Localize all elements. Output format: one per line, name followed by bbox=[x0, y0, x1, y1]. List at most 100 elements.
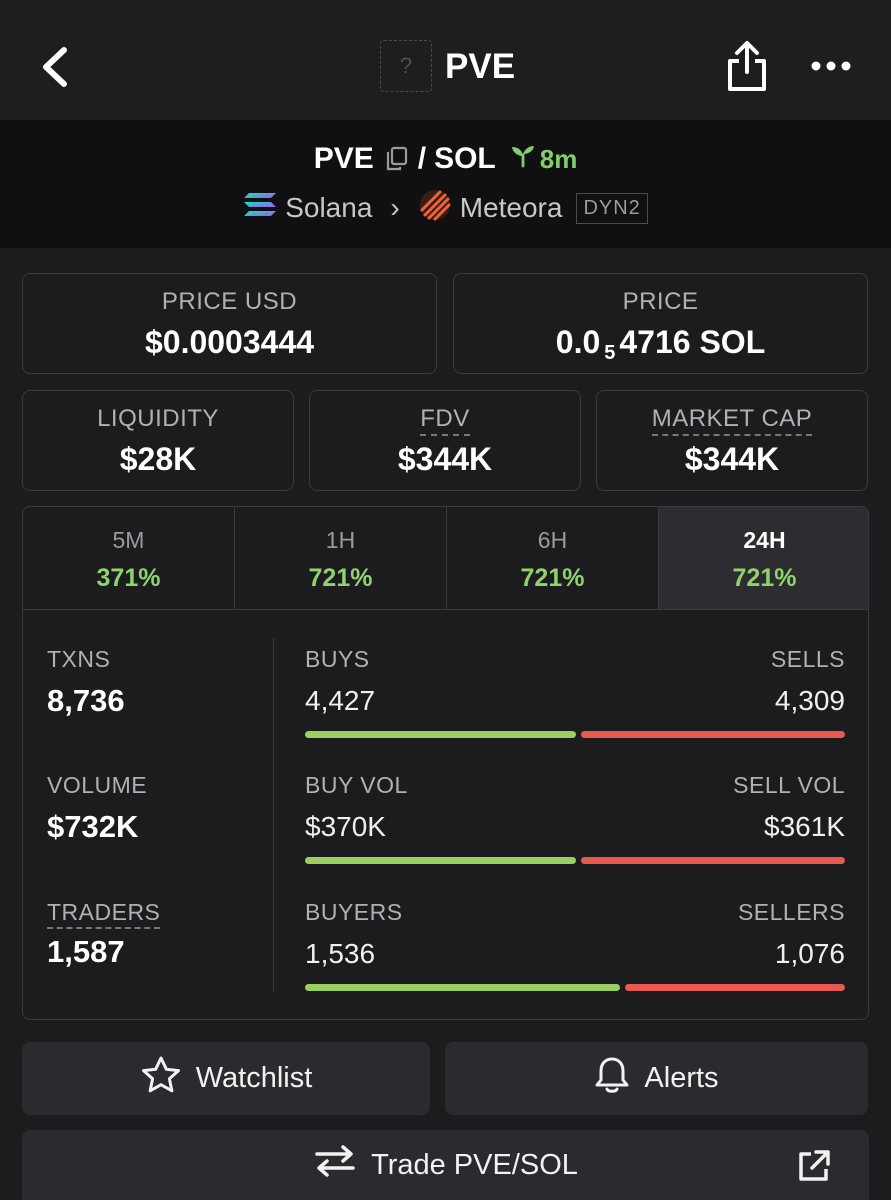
tab-24h[interactable]: 24H 721% bbox=[659, 507, 868, 609]
buys-label: BUYS bbox=[305, 646, 370, 672]
price-native-prefix: 0.0 bbox=[555, 324, 601, 360]
buys-value: 4,427 bbox=[305, 685, 376, 716]
fdv-value: $344K bbox=[397, 441, 493, 477]
txns-value: 8,736 bbox=[47, 683, 125, 718]
fdv-label[interactable]: FDV bbox=[420, 405, 470, 436]
trade-button[interactable]: Trade PVE/SOL bbox=[22, 1130, 869, 1200]
buys-sells-row: BUYS SELLS 4,427 4,309 bbox=[305, 646, 845, 738]
market-cap-value: $344K bbox=[684, 441, 780, 477]
tab-label: 6H bbox=[537, 527, 568, 553]
top-nav-bar: ? PVE bbox=[0, 0, 891, 120]
tab-label: 1H bbox=[325, 527, 356, 553]
sell-bar-segment bbox=[580, 857, 845, 864]
timeframe-stats-panel: 5M 371% 1H 721% 6H 721% 24H 721% TXNS 8,… bbox=[22, 506, 869, 1020]
tab-price-change: 721% bbox=[520, 564, 585, 592]
liquidity-card: LIQUIDITY $28K bbox=[22, 390, 294, 491]
tab-label: 5M bbox=[112, 527, 145, 553]
sellers-value: 1,076 bbox=[774, 938, 845, 969]
market-cap-card[interactable]: MARKET CAP $344K bbox=[596, 390, 868, 491]
dex-pool-badge: DYN2 bbox=[576, 192, 648, 224]
buyers-sellers-row: BUYERS SELLERS 1,536 1,076 bbox=[305, 899, 845, 991]
price-native-zero-count: 5 bbox=[604, 342, 616, 364]
volume-stat: VOLUME $732K bbox=[47, 772, 147, 845]
pair-header bbox=[0, 120, 891, 248]
traders-bar bbox=[305, 984, 845, 991]
chain-dex-breadcrumb: Solana › Meteora DYN2 bbox=[0, 188, 891, 228]
trade-label: Trade PVE/SOL bbox=[371, 1148, 578, 1181]
quote-token-symbol: SOL bbox=[434, 142, 496, 175]
sprout-icon bbox=[510, 144, 536, 175]
share-icon[interactable] bbox=[724, 40, 770, 94]
sell-vol-value: $361K bbox=[764, 811, 845, 842]
swap-arrows-icon bbox=[313, 1144, 357, 1186]
tab-label: 24H bbox=[743, 527, 786, 553]
buy-vol-label: BUY VOL bbox=[305, 772, 408, 798]
alerts-label: Alerts bbox=[644, 1062, 719, 1094]
txns-label: TXNS bbox=[47, 646, 111, 672]
price-native-card: PRICE 0.0 5 4716 SOL bbox=[453, 273, 868, 374]
sells-value: 4,309 bbox=[774, 685, 845, 716]
liquidity-value: $28K bbox=[119, 441, 197, 477]
price-usd-value: $0.0003444 bbox=[144, 324, 315, 360]
sells-label: SELLS bbox=[770, 646, 845, 672]
buy-sell-volume-row: BUY VOL SELL VOL $370K $361K bbox=[305, 772, 845, 864]
traders-label[interactable]: TRADERS bbox=[47, 899, 161, 929]
chevron-right-icon: › bbox=[390, 192, 400, 223]
watchlist-label: Watchlist bbox=[195, 1062, 313, 1094]
fdv-card[interactable]: FDV $344K bbox=[309, 390, 581, 491]
sellers-label: SELLERS bbox=[737, 899, 845, 925]
buy-bar-segment bbox=[305, 857, 576, 864]
page-title: PVE bbox=[445, 47, 516, 86]
tab-price-change: 721% bbox=[308, 564, 373, 592]
sell-bar-segment bbox=[581, 731, 845, 738]
buy-bar-segment bbox=[305, 731, 577, 738]
sell-bar-segment bbox=[625, 984, 845, 991]
buy-bar-segment bbox=[305, 984, 621, 991]
stats-body: TXNS 8,736 VOLUME $732K TRADERS 1,587 BU… bbox=[23, 610, 868, 1019]
price-native-value: 0.0 5 4716 SOL bbox=[454, 324, 867, 365]
price-native-digits: 4716 bbox=[619, 324, 691, 360]
market-cap-label[interactable]: MARKET CAP bbox=[651, 405, 813, 436]
traders-stat: TRADERS 1,587 bbox=[47, 899, 161, 970]
pair-title: PVE / SOL 8m bbox=[0, 138, 891, 180]
buyers-label: BUYERS bbox=[305, 899, 403, 925]
price-native-unit: SOL bbox=[699, 324, 766, 360]
volume-label: VOLUME bbox=[47, 772, 148, 798]
volume-value: $732K bbox=[47, 809, 139, 844]
more-icon[interactable] bbox=[808, 54, 854, 78]
meteora-logo-icon bbox=[418, 188, 452, 229]
watchlist-button[interactable]: Watchlist bbox=[22, 1042, 430, 1115]
tab-price-change: 371% bbox=[96, 564, 161, 592]
price-usd-card: PRICE USD $0.0003444 bbox=[22, 273, 437, 374]
timeframe-tabs: 5M 371% 1H 721% 6H 721% 24H 721% bbox=[23, 507, 868, 610]
tab-6h[interactable]: 6H 721% bbox=[447, 507, 659, 609]
solana-logo-icon bbox=[243, 191, 277, 226]
price-native-label: PRICE bbox=[622, 288, 699, 315]
sell-vol-label: SELL VOL bbox=[733, 772, 845, 798]
volume-bar bbox=[305, 857, 845, 864]
liquidity-label: LIQUIDITY bbox=[97, 405, 219, 432]
pair-age: 8m bbox=[510, 143, 578, 175]
external-link-icon[interactable] bbox=[796, 1148, 832, 1184]
base-token-symbol: PVE bbox=[313, 142, 374, 175]
copy-icon[interactable] bbox=[384, 146, 410, 172]
tab-price-change: 721% bbox=[732, 564, 797, 592]
tab-5m[interactable]: 5M 371% bbox=[23, 507, 235, 609]
price-usd-label: PRICE USD bbox=[161, 288, 298, 315]
tab-1h[interactable]: 1H 721% bbox=[235, 507, 447, 609]
chain-name[interactable]: Solana bbox=[285, 192, 373, 223]
buys-sells-bar bbox=[305, 731, 845, 738]
buy-vol-value: $370K bbox=[305, 811, 386, 842]
pair-separator: / bbox=[417, 142, 427, 175]
token-logo-placeholder: ? bbox=[380, 40, 432, 92]
pair-age-value: 8m bbox=[539, 143, 578, 174]
back-arrow-icon[interactable] bbox=[36, 44, 76, 90]
txns-stat: TXNS 8,736 bbox=[47, 646, 125, 719]
alerts-button[interactable]: Alerts bbox=[445, 1042, 868, 1115]
traders-value: 1,587 bbox=[47, 934, 125, 969]
dex-name[interactable]: Meteora bbox=[459, 192, 563, 223]
star-icon bbox=[140, 1055, 182, 1103]
stats-divider bbox=[273, 638, 274, 992]
buyers-value: 1,536 bbox=[305, 938, 376, 969]
bell-icon bbox=[594, 1055, 630, 1103]
